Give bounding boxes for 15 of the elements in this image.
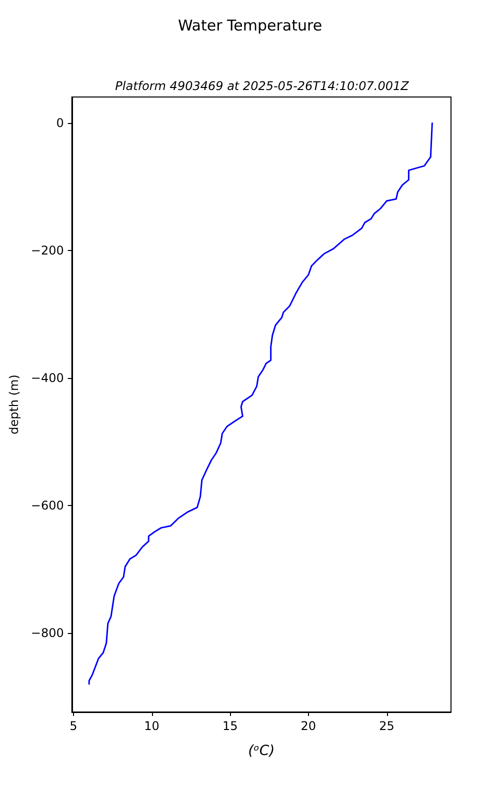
x-axis-title: (ᵒC)	[248, 743, 275, 759]
chart-title: Water Temperature	[178, 16, 322, 34]
x-tick-label: 20	[300, 719, 316, 733]
x-tick-label: 5	[70, 719, 78, 733]
y-tick-label: −400	[30, 371, 64, 386]
y-tick-label: −600	[30, 498, 64, 513]
chart-subtitle: Platform 4903469 at 2025-05-26T14:10:07.001Z	[115, 79, 410, 93]
y-tick-label: 0	[56, 116, 64, 130]
line-series	[88, 122, 433, 685]
x-tick-label: 15	[222, 719, 238, 733]
y-tick-label: −800	[30, 626, 64, 640]
y-tick-label: −200	[30, 244, 64, 258]
y-axis-title: depth (m)	[7, 374, 21, 434]
x-tick-label: 10	[144, 719, 160, 733]
x-tick-label: 25	[379, 719, 394, 733]
